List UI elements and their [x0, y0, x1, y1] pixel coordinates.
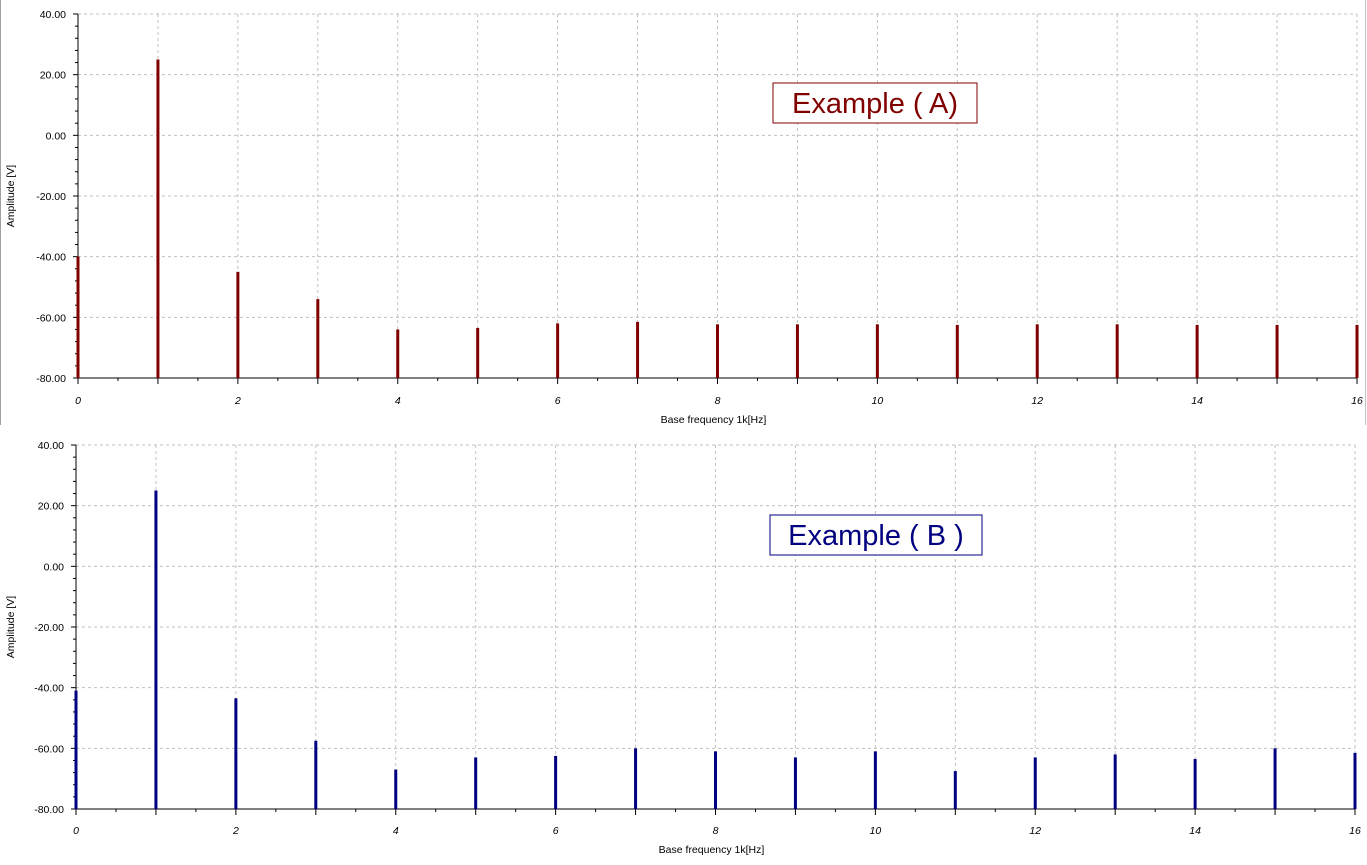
y-axis-label-a: Amplitude [V] [5, 165, 17, 228]
spectrum-bar [953, 771, 957, 809]
spectrum-bar [314, 740, 318, 809]
spectrum-bars-b [74, 490, 1357, 809]
spectrum-bar [716, 324, 719, 378]
spectrum-bar [1115, 324, 1119, 378]
x-tick-label: 16 [1349, 825, 1361, 837]
annotation-label-a: Example ( A) [792, 88, 958, 120]
spectrum-bar [636, 321, 640, 378]
spectrum-bar [394, 769, 398, 809]
x-tick-label: 6 [555, 395, 561, 407]
y-tick-label: -60.00 [36, 312, 66, 324]
spectrum-bar [634, 748, 638, 809]
y-tick-label: -60.00 [34, 743, 64, 755]
spectrum-bar [714, 751, 717, 809]
x-tick-label: 10 [870, 825, 882, 837]
x-tick-label: 10 [872, 395, 884, 407]
spectrum-bar [1113, 754, 1117, 809]
x-tick-label: 0 [73, 825, 79, 837]
spectrum-bar [793, 757, 797, 809]
spectrum-bar [154, 490, 158, 809]
y-tick-label: -20.00 [34, 622, 64, 634]
spectrum-bar [1033, 757, 1037, 809]
spectrum-bar [955, 324, 959, 378]
x-tick-label: 16 [1351, 395, 1363, 407]
annotation-box-a [772, 82, 978, 124]
y-tick-label: 40.00 [40, 9, 66, 21]
y-tick-label: 20.00 [38, 501, 64, 513]
spectrum-bar [316, 299, 320, 378]
x-tick-label: 8 [713, 825, 719, 837]
annotation-box-b [769, 514, 983, 556]
spectrum-bar [474, 757, 478, 809]
y-tick-label: 20.00 [40, 70, 66, 82]
x-tick-label: 0 [75, 395, 81, 407]
spectrum-bar [795, 324, 799, 378]
spectrum-bars-a [76, 59, 1359, 378]
spectrum-bar [396, 329, 400, 378]
spectrum-bar [556, 323, 560, 378]
spectrum-bar [74, 690, 78, 809]
y-tick-label: 40.00 [38, 440, 64, 452]
y-tick-label: -40.00 [36, 252, 66, 264]
spectrum-bar [873, 751, 877, 809]
spectrum-bar [1273, 748, 1277, 809]
spectrum-bar [156, 59, 160, 378]
y-tick-label: -80.00 [34, 804, 64, 816]
spectrum-bar [476, 327, 480, 378]
spectrum-bar [1353, 752, 1357, 809]
x-tick-label: 6 [553, 825, 559, 837]
x-tick-label: 4 [393, 825, 399, 837]
spectrum-bar [1035, 324, 1039, 378]
spectrum-bar [1355, 324, 1359, 378]
x-tick-label: 4 [395, 395, 401, 407]
spectrum-bar [875, 324, 879, 378]
x-tick-label: 8 [715, 395, 721, 407]
y-tick-label: 0.00 [46, 130, 67, 142]
spectrum-bar [1193, 758, 1197, 809]
spectrum-bar [1195, 324, 1199, 378]
x-tick-label: 12 [1029, 825, 1041, 837]
window-left-border [0, 0, 1, 425]
y-axis-label-b: Amplitude [V] [5, 596, 17, 659]
chart-example-a: 40.00 20.00 0.00 -20.00 -40.00 -60.00 -80.00 0 2… [5, 9, 1363, 426]
x-tick-label: 14 [1191, 395, 1203, 407]
x-axis-label-a: Base frequency 1k[Hz] [661, 414, 767, 426]
x-axis-label-b: Base frequency 1k[Hz] [659, 844, 765, 856]
spectrum-bar [234, 698, 238, 809]
y-tick-label: -20.00 [36, 191, 66, 203]
spectrum-bar [76, 256, 80, 378]
spectrum-bar [236, 271, 240, 378]
spectrum-bar [1275, 324, 1279, 378]
y-tick-label: 0.00 [44, 561, 65, 573]
y-tick-label: -40.00 [34, 683, 64, 695]
window-right-border [1365, 0, 1366, 425]
x-tick-label: 12 [1031, 395, 1043, 407]
x-tick-label: 2 [234, 395, 241, 407]
annotation-label-b: Example ( B ) [788, 520, 964, 552]
x-tick-label: 2 [232, 825, 239, 837]
x-tick-label: 14 [1189, 825, 1201, 837]
y-tick-label: -80.00 [36, 373, 66, 385]
spectrum-bar [554, 755, 558, 809]
